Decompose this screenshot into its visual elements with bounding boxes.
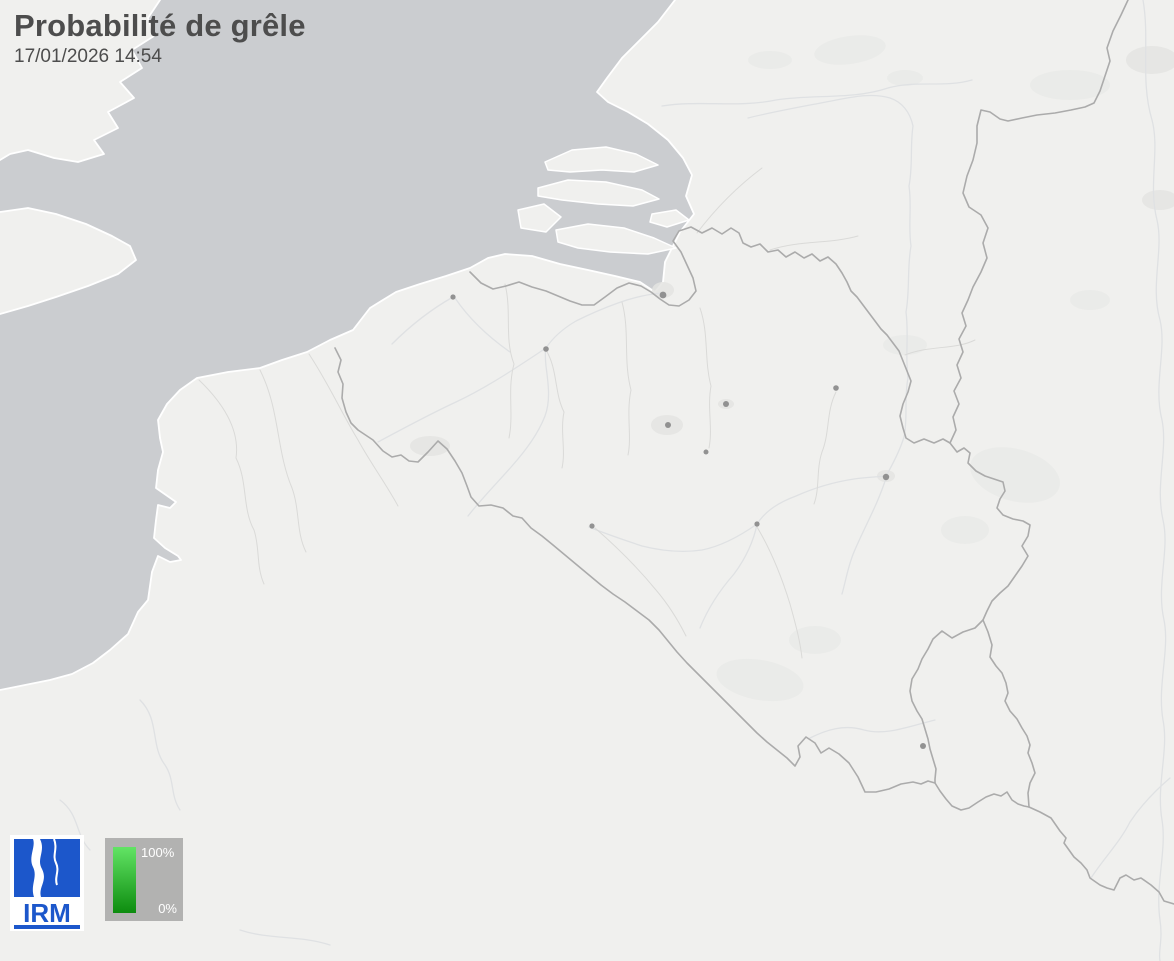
border-belgium-germany xyxy=(949,442,1031,621)
border-france-belgium xyxy=(334,347,936,793)
city-dot xyxy=(543,346,549,352)
city-dot xyxy=(589,523,595,529)
border-belgium-netherlands xyxy=(469,226,951,444)
city-dot xyxy=(665,422,671,428)
country-borders xyxy=(334,0,1174,905)
border-france-germany xyxy=(1028,806,1174,905)
city-dots xyxy=(450,291,926,749)
legend-max-label: 100% xyxy=(141,845,175,860)
irm-logo-mark: IRM xyxy=(14,838,80,929)
legend-gradient-bar xyxy=(113,847,136,913)
city-dot xyxy=(754,521,760,527)
rivers xyxy=(59,0,1171,961)
delta-islands xyxy=(517,146,690,255)
page-title: Probabilité de grêle xyxy=(14,8,306,43)
city-dot xyxy=(659,291,667,299)
border-netherlands-germany xyxy=(949,0,1129,444)
header: Probabilité de grêle 17/01/2026 14:54 xyxy=(14,8,306,68)
city-dot xyxy=(920,743,926,749)
coastline xyxy=(0,0,695,691)
irm-logo-text: IRM xyxy=(23,898,71,928)
england-landmass xyxy=(0,0,161,315)
probability-legend: 100% 0% xyxy=(105,838,183,921)
sea-area xyxy=(0,0,694,690)
timestamp: 17/01/2026 14:54 xyxy=(14,46,162,67)
city-dot xyxy=(450,294,456,300)
border-belgium-luxembourg xyxy=(909,619,984,784)
border-luxembourg-germany xyxy=(982,619,1036,808)
irm-logo: IRM xyxy=(10,835,84,931)
city-dot xyxy=(723,401,729,407)
city-dot xyxy=(882,473,890,481)
city-dot xyxy=(703,449,709,455)
border-luxembourg-france xyxy=(934,782,1030,811)
city-dot xyxy=(833,385,839,391)
legend-min-label: 0% xyxy=(158,901,177,916)
region-borders xyxy=(198,167,976,659)
